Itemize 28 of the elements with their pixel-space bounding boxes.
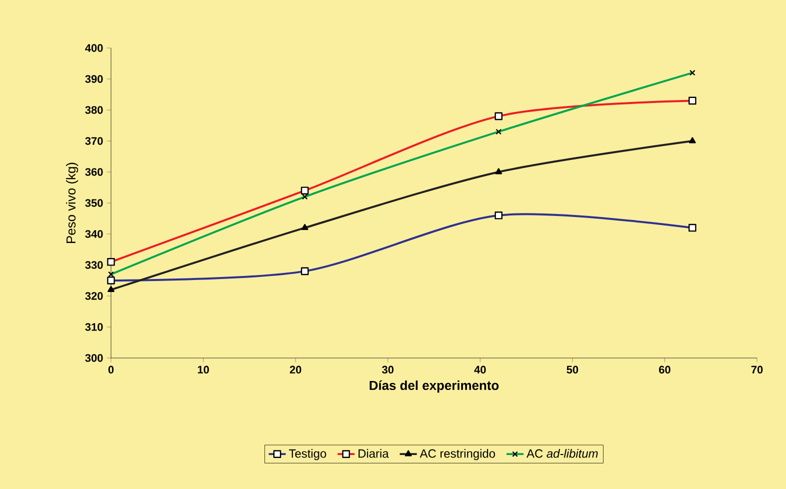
legend-label: Testigo bbox=[288, 448, 326, 460]
y-tick-label: 350 bbox=[85, 199, 103, 207]
y-tick-label: 380 bbox=[85, 106, 103, 114]
legend-label: AC restringido bbox=[420, 448, 496, 460]
point bbox=[301, 224, 308, 230]
y-tick-label: 320 bbox=[85, 292, 103, 300]
x-axis-title: Días del experimento bbox=[370, 380, 499, 393]
x-tick-label: 60 bbox=[659, 366, 670, 374]
x-tick-label: 30 bbox=[382, 366, 394, 374]
y-tick-label: 330 bbox=[85, 261, 103, 269]
y-tick-label: 360 bbox=[85, 168, 103, 176]
x-tick-label: 20 bbox=[290, 366, 302, 374]
y-axis-title: Peso vivo (kg) bbox=[66, 162, 78, 243]
y-tick-label: 390 bbox=[85, 75, 103, 83]
point bbox=[688, 137, 696, 144]
x-tick-label: 70 bbox=[751, 366, 763, 374]
x-tick-label: 40 bbox=[474, 366, 486, 374]
x-tick-label: 10 bbox=[198, 366, 209, 374]
x-tick-label: 0 bbox=[108, 366, 114, 374]
x-tick-label: 50 bbox=[566, 366, 578, 374]
y-tick-label: 370 bbox=[85, 137, 103, 145]
y-tick-label: 300 bbox=[85, 354, 103, 362]
legend-label: Diaria bbox=[358, 448, 389, 458]
y-tick-label: 400 bbox=[85, 44, 103, 52]
y-tick-label: 310 bbox=[85, 323, 103, 331]
point bbox=[495, 168, 502, 174]
legend-label: AC ad-libitum bbox=[526, 448, 598, 458]
y-tick-label: 340 bbox=[85, 230, 103, 238]
